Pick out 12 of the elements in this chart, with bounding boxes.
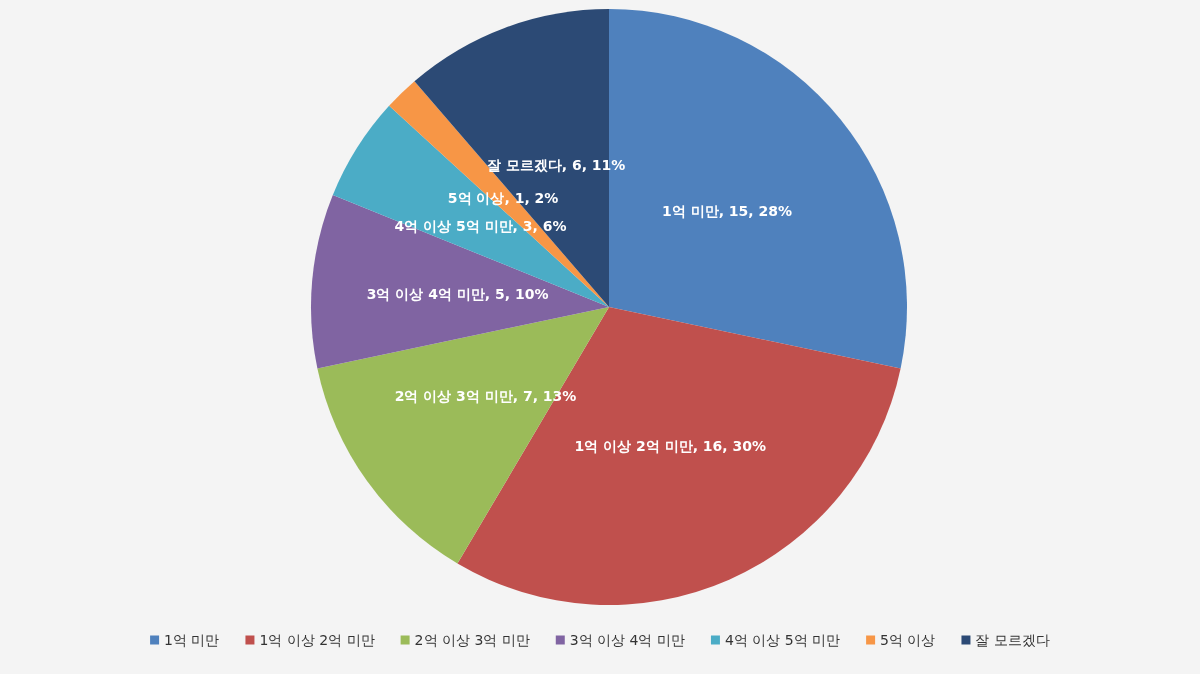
legend-label: 잘 모르겠다: [975, 632, 1050, 648]
legend-label: 3억 이상 4억 미만: [569, 632, 685, 648]
category-label: 3억 이상 4억 미만, 5, 10%: [366, 285, 549, 302]
legend-label: 2억 이상 3억 미만: [414, 632, 530, 648]
category-label: 1억 미만, 15, 28%: [662, 203, 793, 220]
legend-label: 5억 이상: [880, 632, 936, 648]
category-label: 잘 모르겠다, 6, 11%: [486, 156, 626, 173]
legend-label: 1억 이상 2억 미만: [259, 632, 375, 648]
category-label: 4억 이상 5억 미만, 3, 6%: [394, 217, 567, 234]
legend-label: 4억 이상 5억 미만: [724, 632, 841, 648]
category-label: 1억 이상 2억 미만, 16, 30%: [574, 438, 767, 455]
legend-label: 1억 미만: [164, 632, 220, 648]
